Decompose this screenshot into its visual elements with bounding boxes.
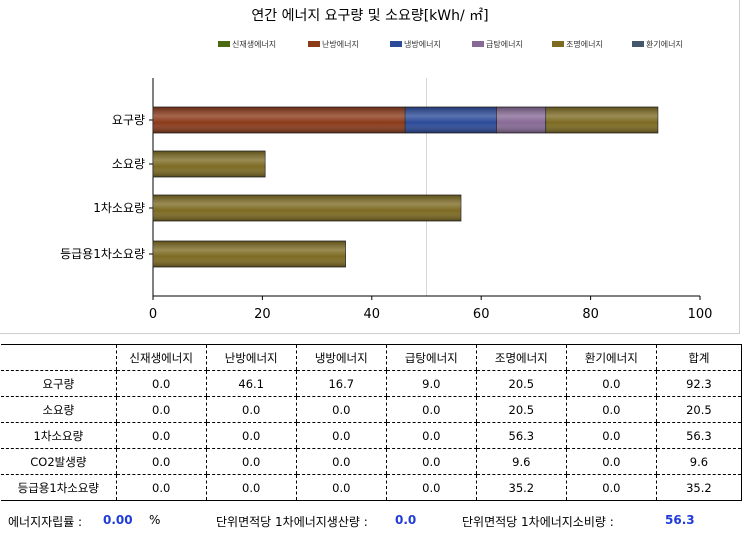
table-cell: 20.5 <box>475 370 567 397</box>
table-row: 1차소요량 0.0 0.0 0.0 0.0 56.3 0.0 56.3 <box>1 422 743 449</box>
x-tick-label-3: 60 <box>473 307 490 322</box>
table-row: CO2발생량 0.0 0.0 0.0 0.0 9.6 0.0 9.6 <box>1 448 743 475</box>
table-cell: 0.0 <box>565 474 657 501</box>
chart-area: 연간 에너지 요구량 및 소요량[kWh/ ㎡] 신재생에너지 난방에너지 냉방에너지… <box>0 0 740 334</box>
consumption-value: 56.3 <box>665 513 695 527</box>
x-tick-label-1: 20 <box>254 307 271 322</box>
table-cell: 0.0 <box>115 396 207 423</box>
table-cell: 0.0 <box>385 474 477 501</box>
table-header-cell: 난방에너지 <box>205 344 297 371</box>
table-cell: 92.3 <box>655 370 743 397</box>
bar-shade-0-4 <box>545 107 658 133</box>
bar-shade-0-3 <box>496 107 546 133</box>
legend-swatch-2 <box>390 41 402 47</box>
table-cell: 20.5 <box>475 396 567 423</box>
table-cell: 0.0 <box>205 448 297 475</box>
table-header-cell: 급탕에너지 <box>385 344 477 371</box>
table-row: 소요량 0.0 0.0 0.0 0.0 20.5 0.0 20.5 <box>1 396 743 423</box>
table-cell: 0.0 <box>565 422 657 449</box>
table-cell: 16.7 <box>295 370 387 397</box>
bar-shade-0-1 <box>153 107 406 133</box>
bar-shade-2-4 <box>153 195 461 221</box>
energy-table: 신재생에너지 난방에너지 냉방에너지 급탕에너지 조명에너지 환기에너지 합계 요구량 0.0 4… <box>1 344 743 501</box>
summary-footer: 에너지자립률 : 0.00 % 단위면적당 1차에너지생산량 : 0.0 단위면… <box>0 509 750 529</box>
table-cell: 0.0 <box>115 448 207 475</box>
table-cell: 0.0 <box>385 396 477 423</box>
table-header-cell <box>1 344 117 371</box>
legend-swatch-1 <box>308 41 320 47</box>
table-cell: 20.5 <box>655 396 743 423</box>
table-cell: 0.0 <box>385 422 477 449</box>
legend-swatch-3 <box>472 41 484 47</box>
legend-label-3: 급탕에너지 <box>486 39 523 49</box>
bar-shade-0-2 <box>405 107 497 133</box>
category-label-3: 등급용1차소요량 <box>60 247 145 261</box>
table-header-cell: 합계 <box>655 344 743 371</box>
table-cell: 0.0 <box>565 448 657 475</box>
bar-shade-3-4 <box>153 241 346 267</box>
category-label-0: 요구량 <box>112 113 145 127</box>
table-cell: 0.0 <box>205 422 297 449</box>
table-cell: 56.3 <box>475 422 567 449</box>
table-cell: 0.0 <box>385 448 477 475</box>
table-cell: 0.0 <box>115 370 207 397</box>
legend-label-4: 조명에너지 <box>566 39 603 49</box>
consumption-label: 단위면적당 1차에너지소비량 : <box>462 515 614 529</box>
table-cell: 9.0 <box>385 370 477 397</box>
category-label-2: 1차소요량 <box>93 201 145 215</box>
self-sufficiency-value: 0.00 <box>103 513 133 527</box>
table-cell: 35.2 <box>655 474 743 501</box>
table-cell: 0.0 <box>115 474 207 501</box>
x-tick-label-5: 100 <box>688 307 713 322</box>
x-tick-label-2: 40 <box>364 307 381 322</box>
table-cell: 9.6 <box>475 448 567 475</box>
table-cell: 0.0 <box>295 396 387 423</box>
self-sufficiency-label: 에너지자립률 : <box>8 515 83 529</box>
table-cell: 0.0 <box>295 422 387 449</box>
table-cell: 소요량 <box>1 396 117 423</box>
self-sufficiency-unit: % <box>149 513 161 527</box>
legend-label-5: 환기에너지 <box>646 39 683 49</box>
legend-swatch-4 <box>552 41 564 47</box>
table-cell: 35.2 <box>475 474 567 501</box>
table-header-cell: 환기에너지 <box>565 344 657 371</box>
table-cell: 0.0 <box>205 474 297 501</box>
table-cell: 0.0 <box>565 370 657 397</box>
table-cell: 0.0 <box>205 396 297 423</box>
table-cell: 요구량 <box>1 370 117 397</box>
table-cell: 1차소요량 <box>1 422 117 449</box>
category-label-1: 소요량 <box>112 157 145 171</box>
x-tick-label-4: 80 <box>582 307 599 322</box>
table-row: 등급용1차소요량 0.0 0.0 0.0 0.0 35.2 0.0 35.2 <box>1 474 743 501</box>
legend-swatch-0 <box>218 41 230 47</box>
chart-title: 연간 에너지 요구량 및 소요량[kWh/ ㎡] <box>251 8 488 24</box>
legend-label-0: 신재생에너지 <box>232 39 276 49</box>
table-header-row: 신재생에너지 난방에너지 냉방에너지 급탕에너지 조명에너지 환기에너지 합계 <box>1 344 743 371</box>
table-header-cell: 신재생에너지 <box>115 344 207 371</box>
table-cell: 0.0 <box>295 448 387 475</box>
table-cell: 46.1 <box>205 370 297 397</box>
table-cell: 등급용1차소요량 <box>1 474 117 501</box>
table-cell: 0.0 <box>115 422 207 449</box>
table-cell: 9.6 <box>655 448 743 475</box>
table-header-cell: 냉방에너지 <box>295 344 387 371</box>
legend-label-1: 난방에너지 <box>322 39 359 49</box>
bar-shade-1-4 <box>153 151 266 177</box>
legend-swatch-5 <box>632 41 644 47</box>
x-tick-label-0: 0 <box>149 307 157 322</box>
production-label: 단위면적당 1차에너지생산량 : <box>216 515 368 529</box>
energy-chart: 연간 에너지 요구량 및 소요량[kWh/ ㎡] 신재생에너지 난방에너지 냉방에너지… <box>60 8 713 322</box>
production-value: 0.0 <box>395 513 417 527</box>
table-cell: 56.3 <box>655 422 743 449</box>
table-header-cell: 조명에너지 <box>475 344 567 371</box>
table-cell: 0.0 <box>295 474 387 501</box>
table-cell: 0.0 <box>565 396 657 423</box>
legend-label-2: 냉방에너지 <box>404 39 441 49</box>
table-cell: CO2발생량 <box>1 448 117 475</box>
table-row: 요구량 0.0 46.1 16.7 9.0 20.5 0.0 92.3 <box>1 370 743 397</box>
